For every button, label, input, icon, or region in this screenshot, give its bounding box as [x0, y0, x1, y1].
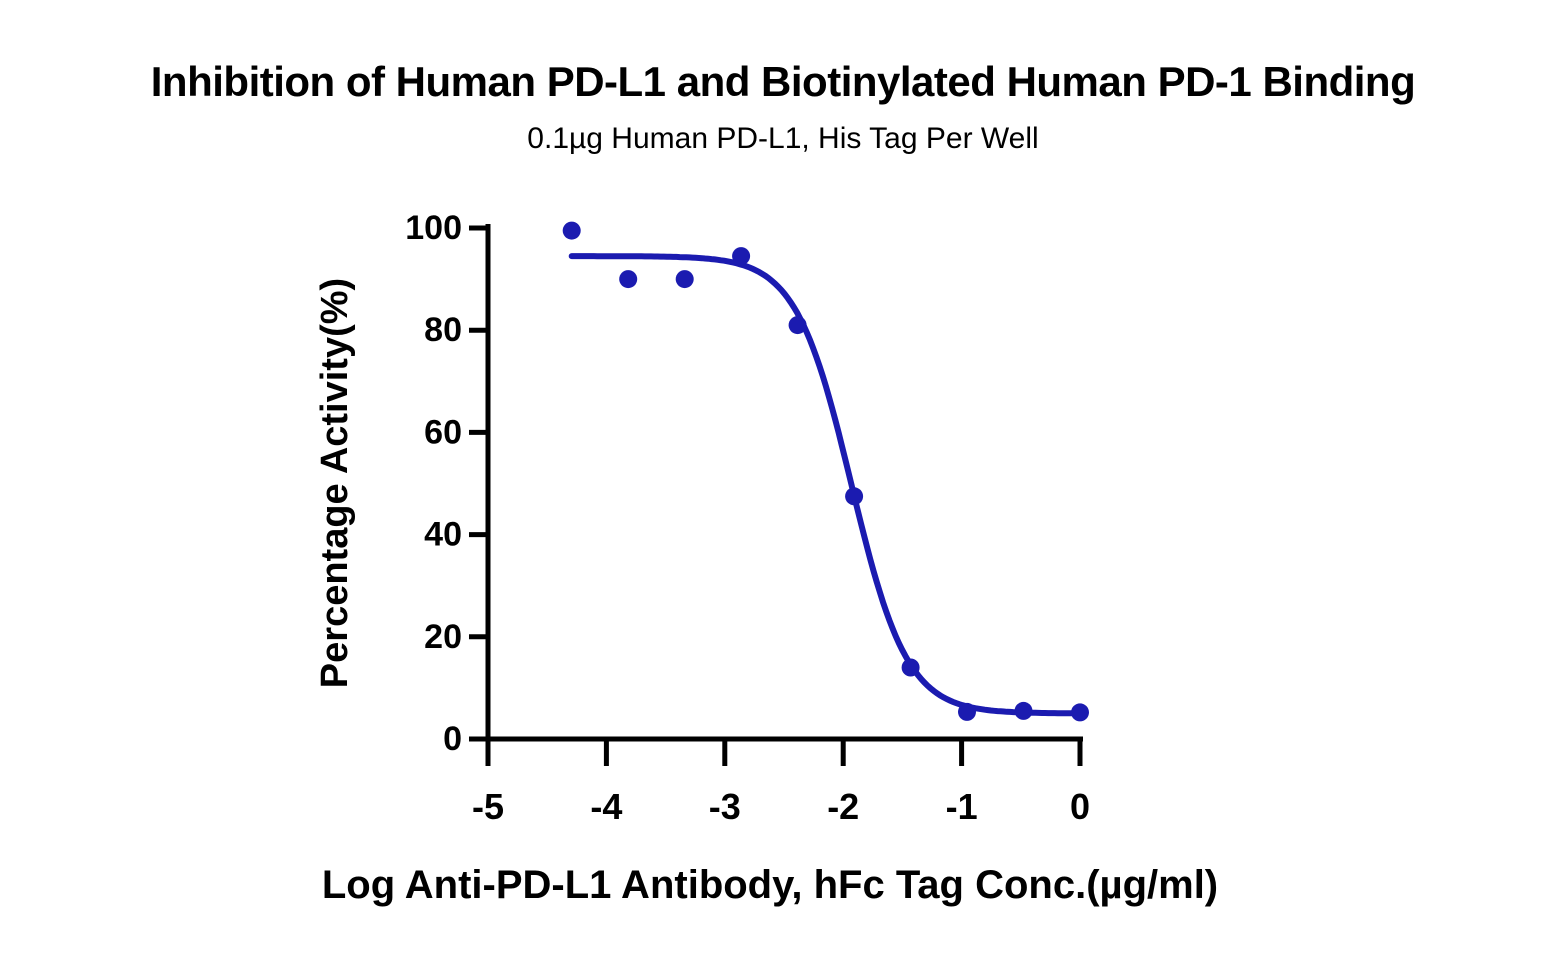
chart-title: Inhibition of Human PD-L1 and Biotinylat… — [151, 58, 1415, 105]
data-point — [1071, 703, 1089, 722]
x-axis-label: Log Anti-PD-L1 Antibody, hFc Tag Conc.(µ… — [322, 863, 1218, 907]
axes: 0 20 40 60 80 100 -5 -4 -3 -2 -1 0 — [405, 209, 1090, 827]
data-point — [901, 658, 920, 677]
y-tick-label: 40 — [424, 516, 462, 554]
y-tick-label: 80 — [424, 311, 462, 349]
x-tick-label: 0 — [1070, 786, 1090, 827]
data-point — [619, 270, 638, 289]
data-point — [788, 316, 807, 335]
fit-curve — [568, 253, 1083, 717]
data-point — [958, 702, 976, 721]
data-point — [845, 487, 864, 506]
y-axis-label: Percentage Activity(%) — [314, 278, 356, 688]
x-tick-label: -3 — [709, 786, 741, 827]
y-tick-label: 100 — [405, 209, 462, 247]
data-point — [675, 270, 694, 289]
data-point — [562, 221, 581, 240]
chart-subtitle: 0.1µg Human PD-L1, His Tag Per Well — [527, 122, 1038, 155]
y-tick-label: 20 — [424, 618, 462, 656]
x-tick-label: -2 — [827, 786, 859, 827]
x-tick-label: -4 — [590, 786, 622, 827]
plot-series — [562, 221, 1089, 722]
data-point — [1014, 701, 1033, 720]
data-point — [732, 247, 751, 266]
x-tick-label: -5 — [472, 786, 504, 827]
y-tick-label: 0 — [443, 720, 462, 758]
x-tick-label: -1 — [946, 786, 978, 827]
y-tick-label: 60 — [424, 413, 462, 451]
